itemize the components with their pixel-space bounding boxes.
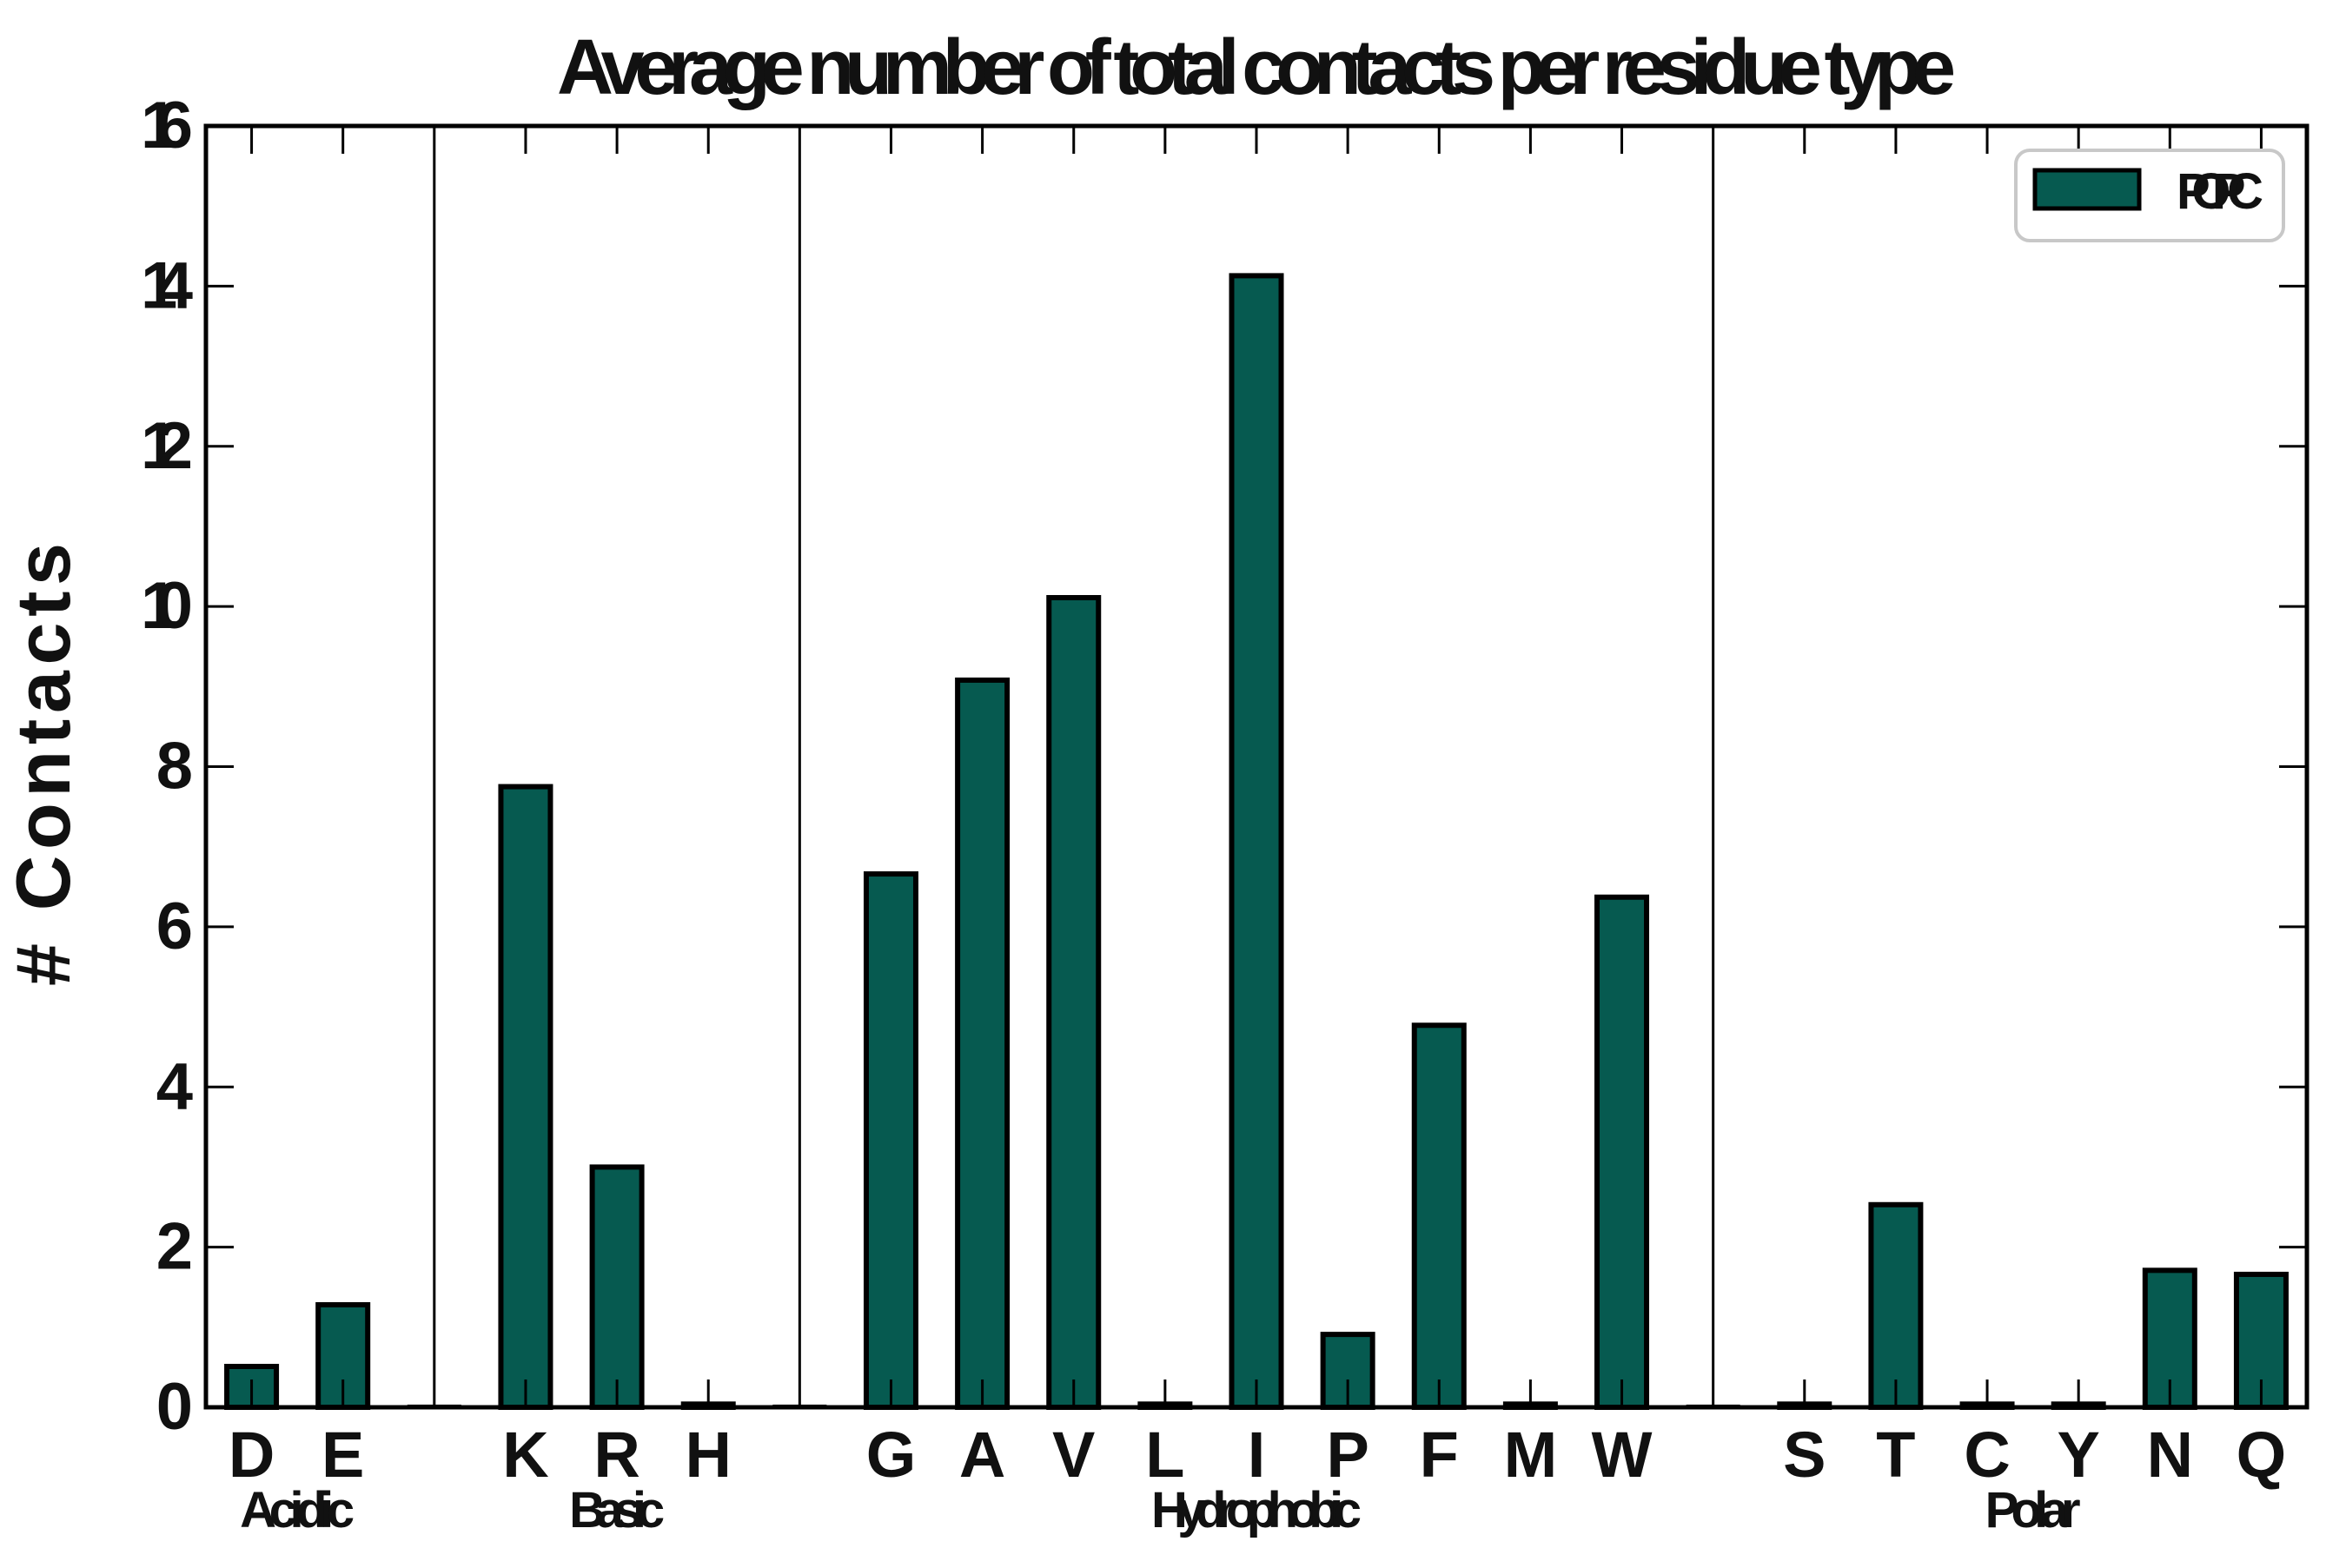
- x-tick-label-A: A: [959, 1419, 1005, 1491]
- x-tick-label-Y: Y: [2057, 1419, 2099, 1491]
- x-tick-label-P: P: [1326, 1419, 1368, 1491]
- x-tick-label-G: G: [866, 1419, 917, 1491]
- y-tick-label: 0: [156, 1370, 193, 1444]
- y-tick-label: 4: [156, 1049, 193, 1123]
- x-tick-label-L: L: [1145, 1419, 1184, 1491]
- x-tick-label-K: K: [502, 1419, 548, 1491]
- group-label-hydrophobic: Hydrophobic: [1151, 1482, 1362, 1538]
- bar-W: [1594, 894, 1650, 1410]
- x-tick-label-C: C: [1964, 1419, 2010, 1491]
- bar-A: [955, 677, 1011, 1410]
- group-label-polar: Polar: [1985, 1482, 2081, 1538]
- y-tick-label: 10: [141, 569, 193, 643]
- y-axis-label: # Contacts: [0, 543, 86, 986]
- bar-T: [1868, 1201, 1924, 1410]
- x-tick-label-T: T: [1876, 1419, 1915, 1491]
- bar-R: [589, 1164, 645, 1410]
- chart-title: Average number of total contacts per res…: [557, 24, 1956, 111]
- x-tick-label-S: S: [1783, 1419, 1826, 1491]
- x-tick-label-V: V: [1052, 1419, 1095, 1491]
- y-tick-label: 6: [156, 890, 193, 963]
- group-label-basic: Basic: [569, 1482, 665, 1538]
- y-tick-label: 2: [156, 1210, 193, 1284]
- x-tick-label-M: M: [1504, 1419, 1558, 1491]
- bar-I: [1229, 273, 1284, 1410]
- y-tick-label: 16: [141, 89, 193, 162]
- group-label-acidic: Acidic: [240, 1482, 355, 1538]
- legend-label-popc: POPC: [2177, 163, 2263, 220]
- x-tick-label-F: F: [1420, 1419, 1459, 1491]
- legend-swatch-popc: [2032, 168, 2142, 211]
- x-tick-label-E: E: [321, 1419, 364, 1491]
- x-tick-label-N: N: [2147, 1419, 2193, 1491]
- x-tick-label-R: R: [593, 1419, 640, 1491]
- bar-K: [498, 784, 553, 1410]
- x-tick-label-Q: Q: [2237, 1419, 2287, 1491]
- x-tick-label-I: I: [1248, 1419, 1266, 1491]
- y-tick-label: 12: [141, 409, 193, 483]
- bar-F: [1411, 1022, 1467, 1410]
- legend: POPC: [2014, 149, 2285, 242]
- bar-G: [863, 871, 918, 1410]
- y-tick-label: 8: [156, 730, 193, 804]
- y-tick-label: 14: [141, 248, 193, 322]
- x-tick-label-H: H: [685, 1419, 731, 1491]
- bar-V: [1046, 594, 1102, 1410]
- x-tick-label-W: W: [1592, 1419, 1653, 1491]
- x-tick-label-D: D: [229, 1419, 275, 1491]
